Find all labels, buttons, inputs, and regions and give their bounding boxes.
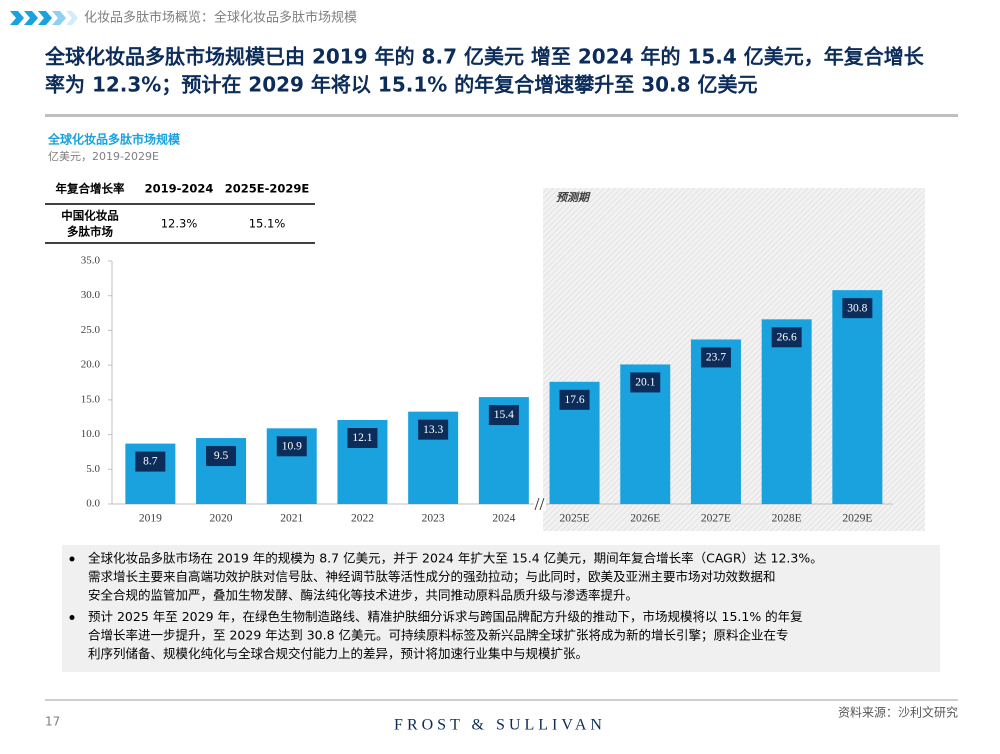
- value-label-box: [347, 427, 378, 448]
- value-label: 10.9: [282, 440, 302, 452]
- value-label-box: [206, 446, 237, 467]
- divider: [45, 114, 958, 117]
- forecast-label: 预测期: [556, 191, 591, 204]
- x-tick-label: 2029E: [842, 513, 872, 525]
- bar: [832, 290, 883, 504]
- x-tick-label: 2027E: [701, 513, 731, 525]
- bullet-box: [62, 545, 940, 672]
- x-tick-label: 2023: [422, 513, 445, 525]
- bar: [761, 319, 812, 504]
- x-tick-label: 2020: [210, 513, 233, 525]
- value-label: 12.1: [352, 432, 372, 444]
- bullet-dot: [69, 615, 75, 620]
- value-label: 30.8: [847, 302, 867, 314]
- y-tick-label: 35.0: [81, 255, 101, 267]
- table-header: 2025E-2029E: [225, 182, 310, 196]
- value-label: 20.1: [635, 377, 655, 389]
- axis-break: [534, 497, 540, 511]
- x-tick-label: 2022: [351, 513, 374, 525]
- x-tick-label: 2026E: [630, 513, 660, 525]
- source: 资料来源：沙利文研究: [838, 705, 958, 720]
- x-tick-label: 2019: [139, 513, 162, 525]
- bullet-text: 需求增长主要来自高端功效护肤对信号肽、神经调节肽等活性成分的强劲拉动；与此同时，…: [88, 569, 776, 584]
- brand: FROST & SULLIVAN: [394, 717, 606, 734]
- x-tick-label: 2021: [280, 513, 303, 525]
- y-tick-label: 10.0: [81, 428, 101, 440]
- value-label-box: [700, 347, 731, 368]
- bullet-text: 合增长率进一步提升，至 2029 年达到 30.8 亿美元。可持续原料标签及新兴…: [88, 628, 789, 643]
- value-label-box: [418, 419, 449, 440]
- bullet-text: 全球化妆品多肽市场在 2019 年的规模为 8.7 亿美元，并于 2024 年扩…: [88, 551, 823, 566]
- chart-title: 全球化妆品多肽市场规模: [47, 132, 181, 147]
- value-label: 15.4: [494, 409, 514, 421]
- value-label-box: [559, 389, 590, 410]
- chart-subtitle: 亿美元，2019-2029E: [48, 150, 159, 163]
- y-tick-label: 5.0: [86, 463, 100, 475]
- value-label-box: [135, 451, 166, 472]
- y-tick-label: 20.0: [81, 359, 101, 371]
- value-label-box: [488, 405, 519, 426]
- axis-break: [539, 497, 545, 511]
- y-tick-label: 30.0: [81, 289, 101, 301]
- table-cell: 中国化妆品: [61, 209, 119, 223]
- headline: 全球化妆品多肽市场规模已由 2019 年的 8.7 亿美元 增至 2024 年的…: [44, 45, 925, 69]
- table-cell: 12.3%: [161, 217, 198, 231]
- value-label: 26.6: [777, 331, 797, 343]
- value-label-box: [771, 327, 802, 348]
- headline: 率为 12.3%；预计在 2029 年将以 15.1% 的年复合增速攀升至 30…: [45, 73, 758, 97]
- y-tick-label: 0.0: [86, 498, 100, 510]
- value-label: 13.3: [423, 424, 443, 436]
- table-header: 2019-2024: [145, 182, 214, 196]
- y-tick-label: 15.0: [81, 393, 101, 405]
- bullet-text: 利序列储备、规模化纯化与全球合规交付能力上的差异，预计将加速行业集中与规模扩张。: [88, 646, 588, 661]
- value-label-box: [276, 436, 307, 457]
- x-tick-label: 2024: [492, 513, 515, 525]
- value-label: 23.7: [706, 352, 726, 364]
- chevrons: [10, 11, 78, 25]
- table-header: 年复合增长率: [56, 182, 125, 196]
- y-tick-label: 25.0: [81, 324, 101, 336]
- breadcrumb: 化妆品多肽市场概览：全球化妆品多肽市场规模: [84, 10, 357, 26]
- value-label: 9.5: [214, 450, 229, 462]
- bullet-text: 安全合规的监管加严，叠加生物发酵、酶法纯化等技术进步，共同推动原料品质升级与渗透…: [88, 588, 638, 603]
- x-tick-label: 2025E: [560, 513, 590, 525]
- x-tick-label: 2028E: [772, 513, 802, 525]
- value-label-box: [842, 298, 873, 319]
- value-label: 17.6: [564, 394, 584, 406]
- bullet-dot: [69, 556, 75, 562]
- bullet-text: 预计 2025 年至 2029 年，在绿色生物制造路线、精准护肤细分诉求与跨国品…: [88, 609, 803, 624]
- table-cell: 多肽市场: [67, 225, 113, 239]
- page-number: 17: [45, 715, 60, 729]
- value-label: 8.7: [143, 456, 158, 468]
- value-label-box: [630, 372, 661, 393]
- table-cell: 15.1%: [249, 217, 286, 231]
